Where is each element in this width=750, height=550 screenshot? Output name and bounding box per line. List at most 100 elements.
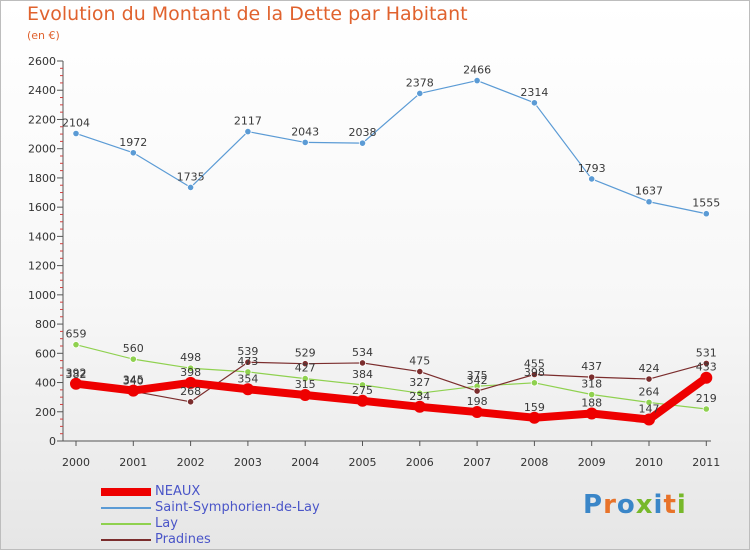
data-point-lay bbox=[301, 374, 309, 383]
data-point-lay bbox=[358, 381, 367, 389]
chart-subtitle: (en €) bbox=[27, 29, 60, 42]
data-point-neaux bbox=[643, 413, 655, 426]
data-point-pradines bbox=[416, 367, 424, 376]
y-tick-label: 1600 bbox=[28, 201, 56, 214]
data-point-saint-symphorien-de-lay bbox=[416, 89, 424, 98]
x-tick-label: 2002 bbox=[177, 456, 205, 469]
data-label-lay: 264 bbox=[639, 385, 660, 398]
data-label-pradines: 539 bbox=[237, 345, 258, 358]
data-point-lay bbox=[416, 389, 424, 397]
data-label-saint-symphorien-de-lay: 2043 bbox=[291, 125, 319, 138]
y-tick-label: 1400 bbox=[28, 230, 56, 243]
x-tick-label: 2003 bbox=[234, 456, 262, 469]
x-tick-label: 2006 bbox=[406, 456, 434, 469]
legend-label: NEAUX bbox=[155, 484, 201, 499]
brand-letter: i bbox=[676, 490, 687, 520]
data-label-neaux: 188 bbox=[581, 397, 602, 410]
data-point-pradines bbox=[473, 387, 481, 395]
data-point-saint-symphorien-de-lay bbox=[129, 149, 137, 157]
legend-swatch bbox=[101, 507, 151, 509]
legend-swatch bbox=[101, 488, 151, 496]
y-tick-label: 1800 bbox=[28, 172, 56, 185]
x-tick-label: 2011 bbox=[692, 456, 720, 469]
data-label-neaux: 198 bbox=[467, 395, 488, 408]
data-label-saint-symphorien-de-lay: 1793 bbox=[578, 162, 606, 175]
data-label-pradines: 382 bbox=[66, 368, 87, 381]
data-label-lay: 498 bbox=[180, 351, 201, 364]
legend-swatch bbox=[101, 523, 151, 525]
data-label-lay: 219 bbox=[696, 392, 717, 405]
data-point-saint-symphorien-de-lay bbox=[473, 76, 481, 85]
data-point-lay bbox=[72, 341, 80, 349]
data-point-pradines bbox=[530, 370, 539, 379]
brand-letter: r bbox=[603, 490, 617, 520]
data-point-saint-symphorien-de-lay bbox=[301, 138, 309, 147]
data-label-saint-symphorien-de-lay: 2466 bbox=[463, 64, 491, 77]
data-point-lay bbox=[530, 379, 539, 387]
y-tick-label: 600 bbox=[35, 347, 56, 360]
data-point-saint-symphorien-de-lay bbox=[702, 210, 710, 218]
data-label-neaux: 234 bbox=[409, 390, 430, 403]
legend-label: Pradines bbox=[155, 532, 211, 547]
chart-axes: 0 200 400 600 800 1000 1200 1400 1600 1800 2000 220… bbox=[28, 55, 720, 469]
series-line-neaux bbox=[72, 373, 711, 424]
data-label-saint-symphorien-de-lay: 2038 bbox=[349, 126, 377, 139]
y-tick-label: 800 bbox=[35, 318, 56, 331]
data-label-neaux: 354 bbox=[237, 372, 258, 385]
brand-logo: Proxiti bbox=[583, 490, 687, 520]
data-point-neaux bbox=[299, 388, 312, 401]
data-point-neaux bbox=[356, 394, 369, 407]
y-tick-label: 2000 bbox=[28, 143, 56, 156]
x-tick-label: 2008 bbox=[520, 456, 548, 469]
data-label-neaux: 315 bbox=[295, 378, 316, 391]
data-label-lay: 384 bbox=[352, 368, 373, 381]
data-point-pradines bbox=[702, 359, 710, 367]
data-point-neaux bbox=[585, 407, 598, 420]
data-point-lay bbox=[187, 364, 195, 372]
data-label-saint-symphorien-de-lay: 1972 bbox=[119, 136, 147, 149]
y-tick-label: 200 bbox=[35, 406, 56, 419]
data-point-neaux bbox=[413, 400, 426, 413]
brand-letter: i bbox=[653, 490, 664, 520]
data-label-neaux: 392 bbox=[66, 367, 87, 380]
brand-letter: t bbox=[663, 490, 677, 520]
data-label-lay: 659 bbox=[66, 328, 87, 341]
data-point-saint-symphorien-de-lay bbox=[187, 183, 195, 192]
data-label-lay: 375 bbox=[467, 369, 488, 382]
data-label-saint-symphorien-de-lay: 1637 bbox=[635, 185, 663, 198]
data-point-lay bbox=[645, 398, 653, 407]
data-point-neaux bbox=[241, 383, 254, 396]
data-label-lay: 473 bbox=[237, 355, 258, 368]
data-label-neaux: 345 bbox=[123, 374, 144, 387]
x-tick-label: 2000 bbox=[62, 456, 90, 469]
data-label-pradines: 424 bbox=[639, 362, 660, 375]
data-point-pradines bbox=[358, 359, 367, 367]
data-point-lay bbox=[244, 368, 252, 376]
data-label-pradines: 534 bbox=[352, 346, 373, 359]
data-point-lay bbox=[588, 390, 596, 399]
data-label-pradines: 437 bbox=[581, 360, 602, 373]
data-point-pradines bbox=[187, 398, 195, 406]
x-tick-label: 2005 bbox=[349, 456, 377, 469]
data-label-saint-symphorien-de-lay: 1555 bbox=[692, 197, 720, 210]
series-layer bbox=[70, 76, 713, 426]
data-point-saint-symphorien-de-lay bbox=[530, 99, 539, 107]
data-label-neaux: 398 bbox=[180, 366, 201, 379]
data-label-neaux: 159 bbox=[524, 401, 545, 414]
data-point-neaux bbox=[184, 376, 197, 389]
data-label-lay: 327 bbox=[409, 376, 430, 389]
data-label-neaux: 275 bbox=[352, 384, 373, 397]
data-point-pradines bbox=[645, 375, 653, 383]
data-point-neaux bbox=[70, 377, 82, 390]
data-label-neaux: 433 bbox=[696, 361, 717, 374]
y-tick-label: 2600 bbox=[28, 55, 56, 68]
data-label-saint-symphorien-de-lay: 2314 bbox=[520, 86, 548, 99]
data-point-saint-symphorien-de-lay bbox=[588, 175, 596, 183]
data-label-pradines: 268 bbox=[180, 385, 201, 398]
brand-letter: x bbox=[635, 490, 654, 520]
data-label-saint-symphorien-de-lay: 2104 bbox=[62, 116, 90, 129]
series-line-saint-symphorien-de-lay bbox=[75, 79, 707, 215]
data-label-pradines: 475 bbox=[409, 355, 430, 368]
